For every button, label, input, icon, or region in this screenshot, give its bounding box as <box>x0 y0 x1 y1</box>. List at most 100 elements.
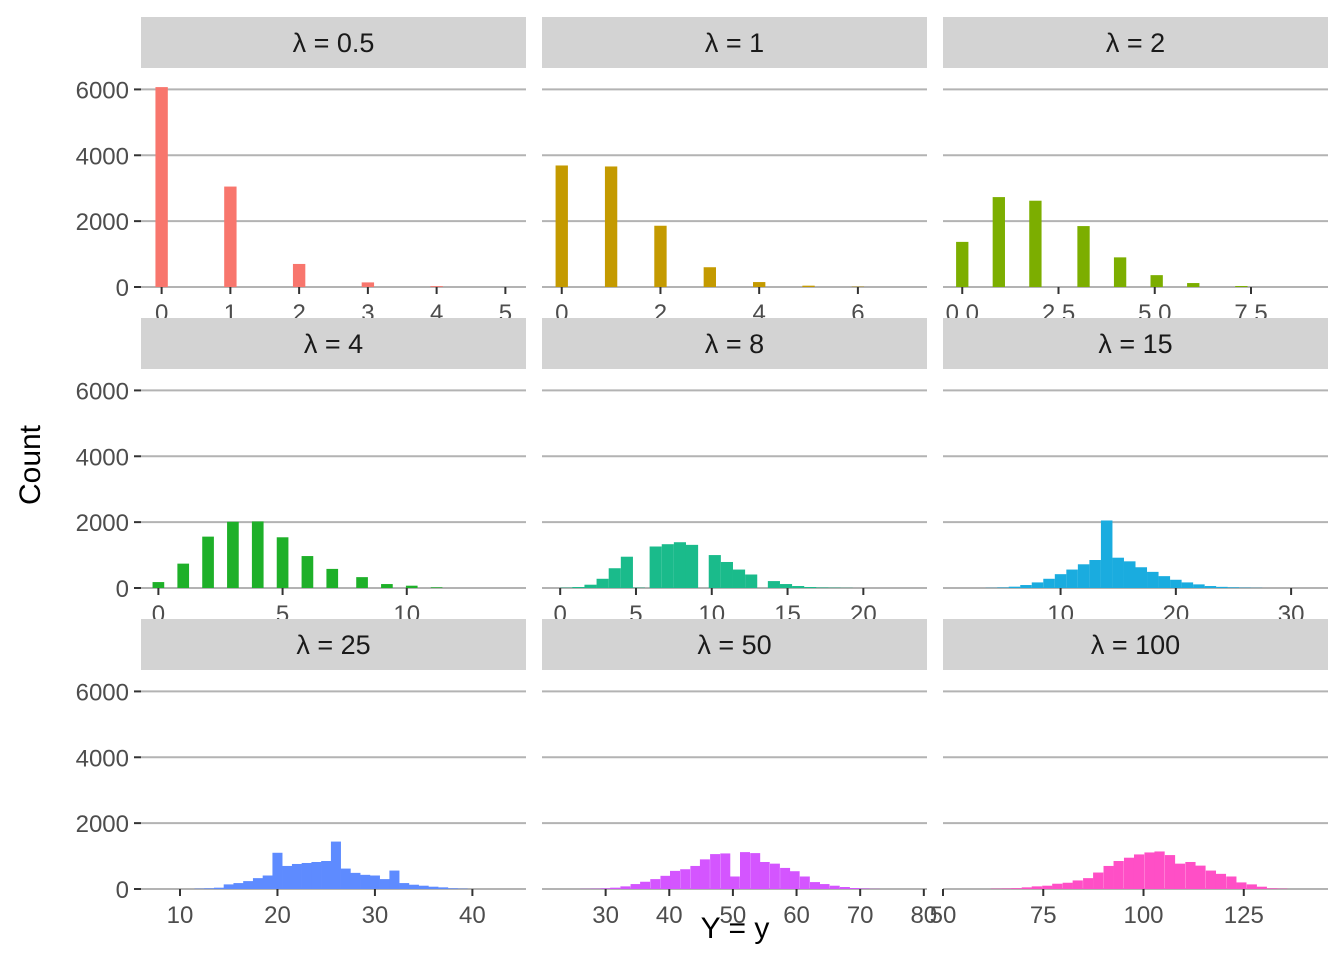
histogram-bar <box>1032 582 1044 588</box>
y-tick-label: 0 <box>116 877 129 904</box>
histogram-bar <box>1216 874 1226 889</box>
histogram-bar <box>740 852 750 889</box>
histogram-bar <box>341 869 351 889</box>
histogram-bar <box>1147 572 1159 588</box>
histogram-bar <box>674 542 686 588</box>
x-tick-label: 60 <box>783 902 810 929</box>
histogram-bar <box>253 878 263 889</box>
facet-strip-label: λ = 25 <box>296 630 370 660</box>
histogram-bar <box>224 187 236 287</box>
histogram-bar <box>1257 887 1267 889</box>
x-tick-label: 30 <box>592 902 619 929</box>
histogram-bar <box>1089 560 1101 588</box>
histogram-bar <box>1073 880 1083 889</box>
y-tick-label: 4000 <box>76 745 129 772</box>
histogram-bar <box>1052 884 1062 889</box>
x-tick-label: 20 <box>264 902 291 929</box>
histogram-bar <box>277 537 289 588</box>
histogram-bar <box>302 863 312 889</box>
histogram-bar <box>720 853 730 889</box>
histogram-bar <box>1032 886 1042 889</box>
histogram-bar <box>745 574 757 588</box>
histogram-bar <box>1124 858 1134 889</box>
histogram-bar <box>380 879 390 889</box>
histogram-bar <box>1029 201 1041 287</box>
y-tick-label: 2000 <box>76 510 129 537</box>
facet-strip-label: λ = 0.5 <box>293 28 375 58</box>
histogram-bar <box>331 842 341 889</box>
histogram-bar <box>650 547 662 588</box>
histogram-bar <box>1114 257 1126 287</box>
histogram-bar <box>780 868 790 889</box>
histogram-bar <box>1066 570 1078 588</box>
histogram-bar <box>1104 866 1114 889</box>
histogram-bar <box>1009 587 1021 588</box>
histogram-bar <box>1022 887 1032 889</box>
histogram-bar <box>840 887 850 889</box>
y-tick-label: 4000 <box>76 444 129 471</box>
histogram-bar <box>753 282 765 287</box>
histogram-bar <box>1195 866 1205 889</box>
histogram-bar <box>233 883 243 889</box>
y-tick-label: 0 <box>116 275 129 302</box>
histogram-bar <box>704 267 716 287</box>
y-tick-label: 6000 <box>76 77 129 104</box>
histogram-bar <box>621 557 633 588</box>
histogram-bar <box>1187 283 1199 287</box>
x-tick-label: 40 <box>459 902 486 929</box>
histogram-bar <box>690 866 700 889</box>
histogram-bar <box>1078 564 1090 588</box>
histogram-bar <box>1151 275 1163 287</box>
x-tick-label: 30 <box>362 902 389 929</box>
histogram-bar <box>153 582 165 588</box>
x-tick-label: 75 <box>1030 902 1057 929</box>
histogram-bar <box>584 585 596 588</box>
histogram-bar <box>1193 584 1205 588</box>
histogram-bar <box>431 587 443 588</box>
y-tick-label: 2000 <box>76 209 129 236</box>
histogram-bar <box>177 564 189 588</box>
histogram-bar <box>252 521 264 588</box>
y-tick-label: 2000 <box>76 811 129 838</box>
x-tick-label: 40 <box>656 902 683 929</box>
histogram-bar <box>1144 852 1154 889</box>
histogram-bar <box>800 876 810 889</box>
histogram-bar <box>605 166 617 287</box>
histogram-bar <box>1083 878 1093 889</box>
histogram-bar <box>1216 587 1228 588</box>
histogram-bar <box>311 862 321 889</box>
histogram-bar <box>810 882 820 889</box>
histogram-bar <box>1228 587 1240 588</box>
histogram-bar <box>1043 579 1055 588</box>
histogram-bar <box>321 861 331 889</box>
histogram-bar <box>993 197 1005 287</box>
histogram-bar <box>1112 558 1124 588</box>
histogram-bar <box>680 869 690 889</box>
histogram-bar <box>1205 586 1217 588</box>
histogram-bar <box>1185 862 1195 889</box>
histogram-bar <box>381 584 393 588</box>
histogram-bar <box>733 570 745 588</box>
histogram-bar <box>572 587 584 588</box>
histogram-bar <box>631 884 641 889</box>
histogram-bar <box>1101 520 1113 588</box>
histogram-bar <box>660 876 670 889</box>
histogram-bar <box>1165 855 1175 889</box>
histogram-bar <box>409 885 419 889</box>
histogram-bar <box>650 879 660 889</box>
y-tick-label: 6000 <box>76 679 129 706</box>
histogram-bar <box>438 887 448 889</box>
histogram-bar <box>790 871 800 889</box>
histogram-bar <box>620 886 630 889</box>
histogram-bar <box>419 886 429 889</box>
histogram-bar <box>670 871 680 889</box>
histogram-bar <box>770 864 780 889</box>
